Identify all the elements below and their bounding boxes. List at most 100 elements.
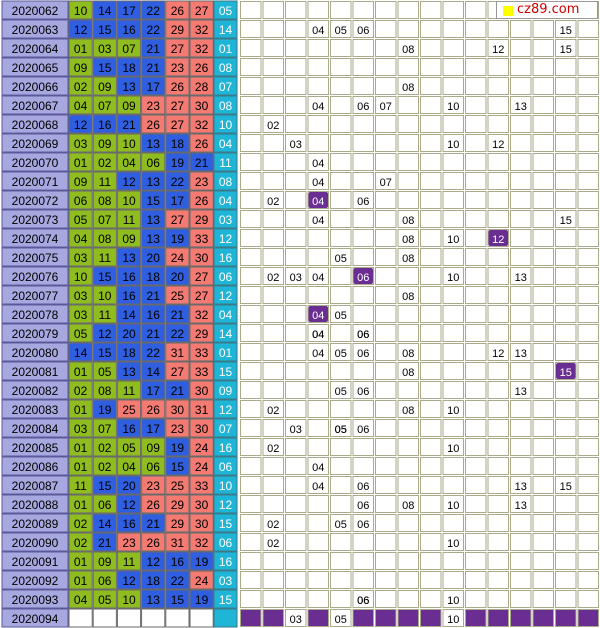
red-ball-number: 26 [147,118,161,132]
trend-grid-cell [330,1,352,19]
red-ball-cell [141,190,166,210]
trend-number: 07 [380,177,392,189]
trend-grid-cell [330,400,352,418]
trend-grid-cell [577,20,599,38]
trend-grid-cell [555,400,577,418]
red-ball-cell [189,266,214,286]
trend-grid-cell [420,1,442,19]
red-ball-cell [189,190,214,210]
period-label: 2020071 [12,175,59,189]
trend-grid-cell [397,476,419,494]
trend-number: 03 [290,424,302,436]
trend-grid-cell [262,58,284,76]
trend-grid-cell [352,514,374,532]
blue-ball-cell [213,152,238,172]
trend-grid-cell [442,229,464,247]
period-label: 2020090 [12,536,59,550]
period-label: 2020083 [12,403,59,417]
red-ball-cell [165,38,190,58]
trend-number: 10 [447,614,459,626]
period-cell [1,76,69,96]
red-ball-number: 30 [195,251,209,265]
red-ball-number: 14 [147,365,161,379]
period-cell [1,342,69,362]
trend-grid-cell [240,343,262,361]
trend-grid-cell [262,267,284,285]
trend-grid-cell [397,153,419,171]
trend-grid-cell [262,495,284,513]
trend-grid-cell [555,571,577,589]
trend-grid-cell [285,590,307,608]
trend-grid-cell [330,457,352,475]
trend-grid-cell [420,476,442,494]
trend-grid-cell [240,172,262,190]
blue-ball-cell [213,475,238,495]
red-ball-cell [92,513,117,533]
trend-grid-cell [442,533,464,551]
pending-marker [353,610,373,626]
trend-grid-cell [397,134,419,152]
red-ball-cell [165,570,190,590]
red-ball-number: 16 [171,555,185,569]
trend-grid-cell [532,343,554,361]
blue-ball-number: 07 [219,422,233,436]
red-ball-number: 13 [147,137,161,151]
red-ball-cell [68,285,93,305]
trend-grid-cell [555,39,577,57]
blue-ball-cell [213,247,238,267]
red-ball-cell [141,114,166,134]
trend-grid-cell [577,134,599,152]
trend-grid-cell [307,495,329,513]
red-ball-cell [141,152,166,172]
red-ball-cell [165,0,190,20]
trend-grid-cell [442,210,464,228]
red-ball-number: 14 [98,4,112,18]
red-ball-cell [116,152,142,172]
red-ball-number: 02 [74,536,88,550]
trend-grid-cell [555,495,577,513]
trend-grid-cell [397,210,419,228]
trend-number: 05 [335,424,347,436]
period-label: 2020062 [12,4,59,18]
red-ball-cell [141,437,166,457]
trend-grid-cell [397,552,419,570]
trend-grid-cell [352,39,374,57]
period-cell [1,152,69,172]
trend-grid-cell [375,457,397,475]
red-ball-number: 09 [147,441,161,455]
trend-grid-cell [420,134,442,152]
trend-grid-cell [510,77,532,95]
trend-grid-cell [510,96,532,114]
red-ball-cell [141,171,166,191]
red-ball-cell [189,209,214,229]
trend-grid-cell [285,514,307,532]
red-ball-cell [68,589,93,609]
trend-grid-cell [330,191,352,209]
red-ball-number: 21 [147,327,161,341]
trend-number: 13 [515,101,527,113]
trend-grid-cell [307,514,329,532]
trend-grid-cell [352,381,374,399]
red-ball-cell [68,532,93,552]
trend-grid-cell [352,1,374,19]
period-label: 2020075 [12,251,59,265]
trend-grid-cell [442,438,464,456]
trend-grid-cell [352,495,374,513]
trend-grid-cell [532,115,554,133]
trend-grid-cell [330,267,352,285]
red-ball-number: 31 [171,536,185,550]
blue-ball-cell [213,342,238,362]
trend-grid-cell [397,590,419,608]
red-ball-number: 24 [171,251,185,265]
red-ball-number: 13 [147,175,161,189]
trend-grid-cell [375,172,397,190]
red-ball-number: 15 [147,194,161,208]
trend-grid-cell [555,286,577,304]
trend-grid-cell [465,96,487,114]
red-ball-number: 30 [195,517,209,531]
red-ball-cell [189,95,214,115]
trend-grid-cell [307,286,329,304]
trend-grid-cell [307,362,329,380]
red-ball-cell [165,285,190,305]
red-ball-cell [165,19,190,39]
